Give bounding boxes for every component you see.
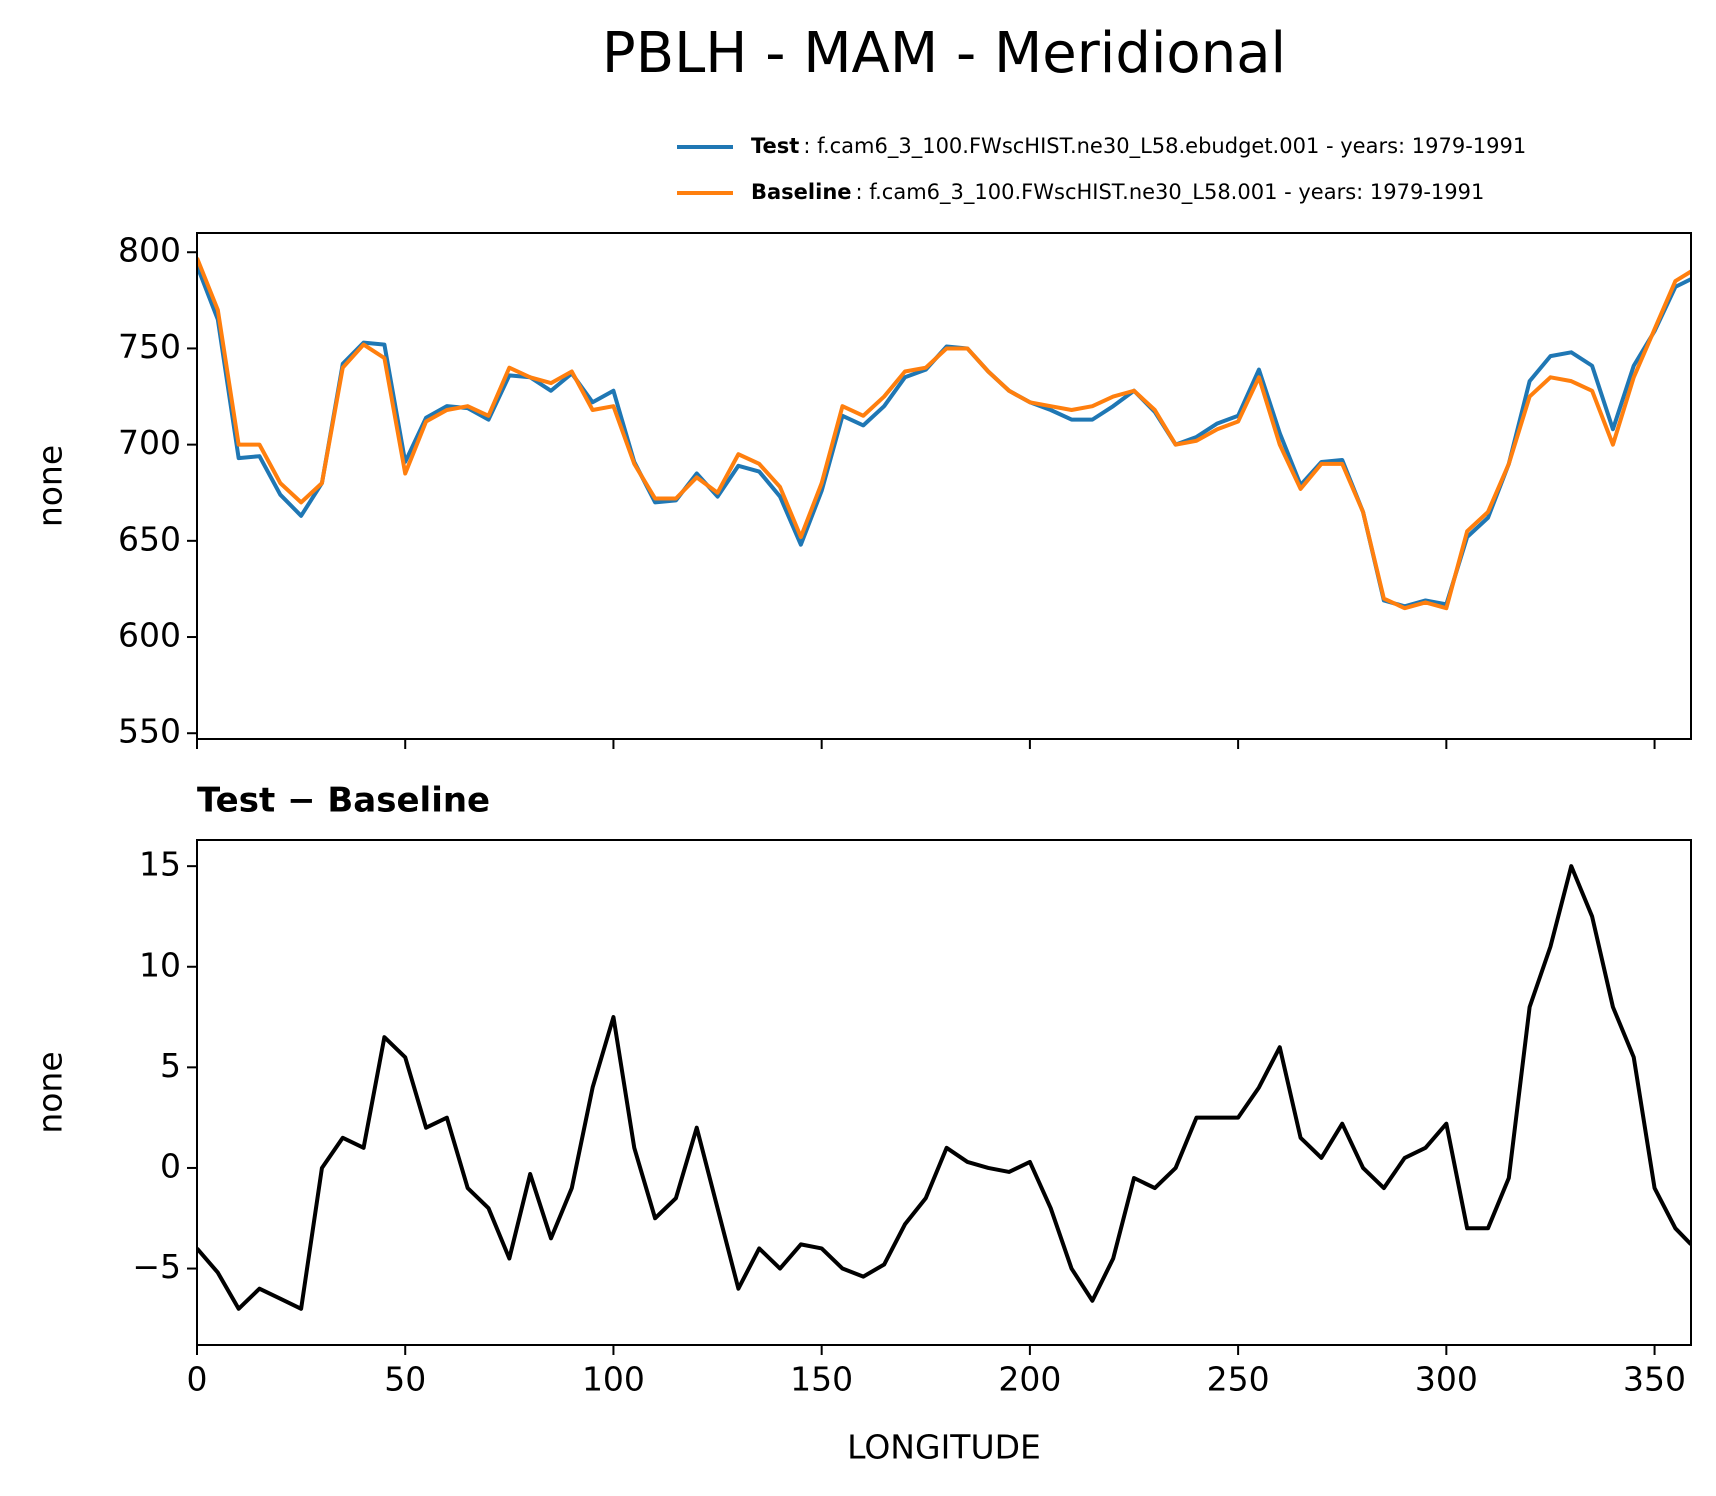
y-tick-label: 700	[118, 423, 181, 462]
y-tick-label: 15	[139, 845, 181, 884]
x-tick-label: 300	[1415, 1360, 1478, 1399]
x-tick-label: 200	[998, 1360, 1061, 1399]
legend-entry: Baseline: f.cam6_3_100.FWscHIST.ne30_L58…	[751, 180, 1484, 205]
legend-name: Test	[751, 134, 799, 158]
legend-label: : f.cam6_3_100.FWscHIST.ne30_L58.ebudget…	[803, 134, 1526, 159]
axes-frame	[196, 839, 1692, 1346]
y-tick-label: 650	[118, 519, 181, 558]
x-tick-label: 100	[582, 1360, 645, 1399]
y-tick-label: 600	[118, 616, 181, 655]
x-axis-label: LONGITUDE	[847, 1428, 1041, 1467]
y-tick-label: 10	[139, 945, 181, 984]
data-line	[197, 864, 1691, 1311]
y-tick-label: 0	[160, 1146, 181, 1185]
legend-name: Baseline	[751, 180, 852, 204]
legend-entry: Test: f.cam6_3_100.FWscHIST.ne30_L58.ebu…	[751, 134, 1526, 159]
y-tick-label: −5	[132, 1247, 181, 1286]
x-tick-label: 50	[384, 1360, 426, 1399]
axes-frame	[196, 232, 1692, 740]
legend-label: : f.cam6_3_100.FWscHIST.ne30_L58.001 - y…	[856, 180, 1485, 205]
x-tick-label: 150	[790, 1360, 853, 1399]
x-tick-label: 0	[187, 1360, 208, 1399]
y-axis-label: none	[31, 445, 70, 527]
y-tick-label: 750	[118, 327, 181, 366]
data-line	[197, 257, 1691, 611]
figure-title: PBLH - MAM - Meridional	[602, 21, 1286, 86]
x-tick-label: 350	[1623, 1360, 1686, 1399]
y-axis-label: none	[31, 1051, 70, 1133]
y-tick-label: 550	[118, 712, 181, 751]
y-tick-label: 5	[160, 1046, 181, 1085]
panel-title: Test − Baseline	[197, 781, 490, 821]
y-tick-label: 800	[118, 231, 181, 270]
x-tick-label: 250	[1207, 1360, 1270, 1399]
